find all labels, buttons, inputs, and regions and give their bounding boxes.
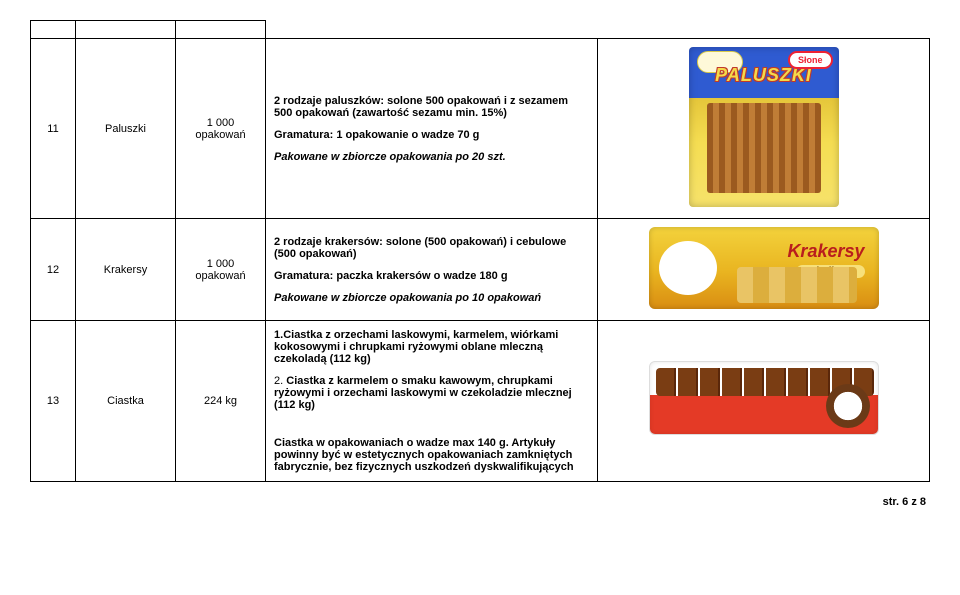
table-row: 12 Krakersy 1 000 opakowań 2 rodzaje kra…	[31, 219, 930, 321]
spec-table: 11 Paluszki 1 000 opakowań 2 rodzaje pal…	[30, 20, 930, 482]
desc-packaging: Pakowane w zbiorcze opakowania po 10 opa…	[274, 292, 589, 304]
description-cell: 2 rodzaje krakersów: solone (500 opakowa…	[266, 219, 598, 321]
row-number: 13	[31, 321, 76, 482]
desc-item-1: 1.Ciastka z orzechami laskowymi, karmele…	[274, 329, 589, 365]
quantity-cell: 224 kg	[176, 321, 266, 482]
qty-value: 1 000	[184, 258, 257, 270]
product-image-krakersy: Krakersy Cebulkowe	[649, 227, 879, 309]
desc-packaging: Pakowane w zbiorcze opakowania po 20 szt…	[274, 151, 589, 163]
product-name: Krakersy	[76, 219, 176, 321]
desc-item-2: 2. Ciastka z karmelem o smaku kawowym, c…	[274, 375, 589, 411]
image-cell	[598, 321, 930, 482]
page-footer: str. 6 z 8	[30, 496, 930, 508]
desc-notes: Ciastka w opakowaniach o wadze max 140 g…	[274, 437, 589, 473]
quantity-cell: 1 000 opakowań	[176, 219, 266, 321]
desc-weight: Gramatura: 1 opakowanie o wadze 70 g	[274, 129, 589, 141]
desc-variants: 2 rodzaje krakersów: solone (500 opakowa…	[274, 236, 589, 260]
image-cell: Krakersy Cebulkowe	[598, 219, 930, 321]
desc-weight: Gramatura: paczka krakersów o wadze 180 …	[274, 270, 589, 282]
product-image-ciastka	[649, 361, 879, 435]
table-row: 11 Paluszki 1 000 opakowań 2 rodzaje pal…	[31, 39, 930, 219]
table-row: 13 Ciastka 224 kg 1.Ciastka z orzechami …	[31, 321, 930, 482]
pkg-brand: Krakersy	[787, 241, 864, 262]
pkg-badge: Słone	[788, 51, 833, 69]
product-name: Ciastka	[76, 321, 176, 482]
product-name: Paluszki	[76, 39, 176, 219]
list-prefix: 2.	[274, 375, 283, 387]
description-cell: 1.Ciastka z orzechami laskowymi, karmele…	[266, 321, 598, 482]
row-number: 12	[31, 219, 76, 321]
quantity-cell: 1 000 opakowań	[176, 39, 266, 219]
desc-variants: 2 rodzaje paluszków: solone 500 opakowań…	[274, 95, 589, 119]
list-text: Ciastka z karmelem o smaku kawowym, chru…	[274, 375, 572, 411]
qty-value: 1 000	[184, 117, 257, 129]
list-prefix: 1.	[274, 329, 283, 341]
product-image-paluszki: PALUSZKI Słone	[689, 47, 839, 207]
image-cell: PALUSZKI Słone	[598, 39, 930, 219]
list-text: Ciastka z orzechami laskowymi, karmelem,…	[274, 329, 558, 365]
row-number: 11	[31, 39, 76, 219]
header-stub-row	[31, 21, 930, 39]
price-tag-icon	[671, 255, 717, 277]
qty-unit: opakowań	[184, 129, 257, 141]
qty-value: 224 kg	[184, 395, 257, 407]
description-cell: 2 rodzaje paluszków: solone 500 opakowań…	[266, 39, 598, 219]
qty-unit: opakowań	[184, 270, 257, 282]
crackers-icon	[737, 267, 857, 303]
